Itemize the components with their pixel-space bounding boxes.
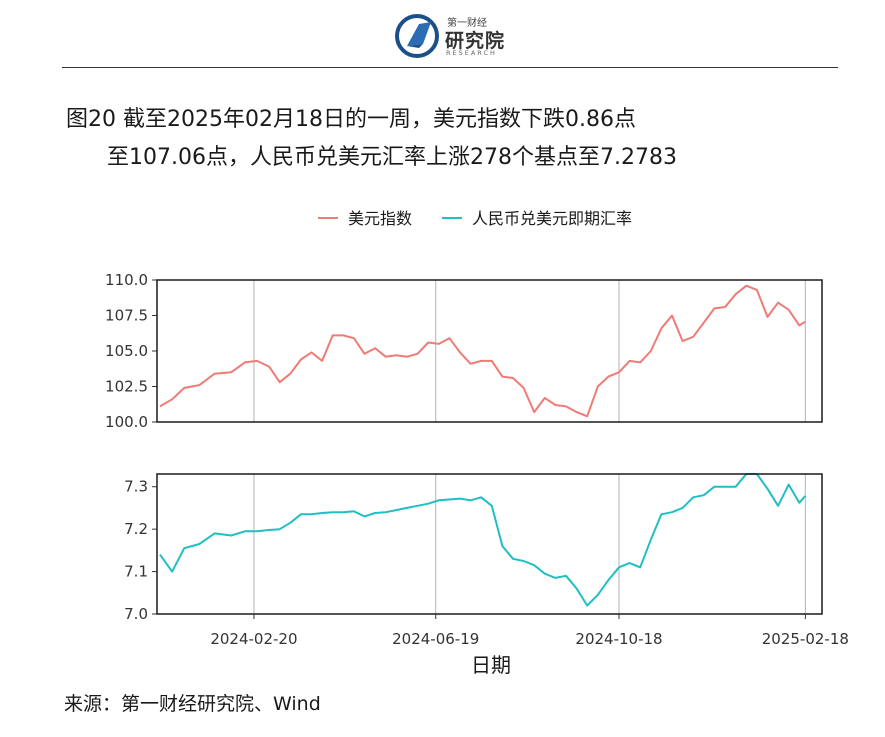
y-tick-label: 7.2: [124, 520, 148, 538]
chart-panel-2: 7.0 7.1 7.2 7.3: [124, 473, 823, 623]
x-axis: 2024-02-20 2024-06-19 2024-10-18 2025-02-18: [210, 614, 849, 648]
report-header: 第一财经 研究院 RESEARCH: [0, 0, 885, 68]
y-tick-label: 110.0: [105, 271, 148, 289]
figure-title-line-2: 至107.06点，人民币兑美元汇率上涨278个基点至7.2783: [107, 145, 677, 170]
y-tick-label: 100.0: [105, 413, 148, 431]
y-tick-label: 107.5: [105, 307, 148, 325]
chart-panel-1: 100.0 102.5 105.0 107.5 110.0: [105, 271, 823, 431]
logo-sub-text: RESEARCH: [446, 49, 497, 57]
logo-small-text: 第一财经: [447, 18, 487, 29]
series-line-cny-rate: [159, 473, 807, 607]
x-tick-label: 2025-02-18: [762, 630, 849, 648]
research-institute-logo: 第一财经 研究院 RESEARCH: [395, 12, 515, 60]
x-tick-label: 2024-10-18: [575, 630, 662, 648]
panel-frame: [156, 473, 823, 615]
x-tick-label: 2024-06-19: [392, 630, 479, 648]
y-tick-label: 105.0: [105, 342, 148, 360]
chart-legend: 美元指数 人民币兑美元即期汇率: [318, 209, 632, 228]
legend-label-cny: 人民币兑美元即期汇率: [472, 209, 632, 228]
logo-main-text: 研究院: [445, 30, 506, 52]
header-divider: [62, 67, 838, 68]
figure-title-line-1: 图20 截至2025年02月18日的一周，美元指数下跌0.86点: [66, 107, 636, 132]
panel-frame: [156, 279, 823, 423]
series-line-usd-index: [159, 284, 806, 418]
y-tick-label: 7.0: [124, 605, 148, 623]
x-tick-label: 2024-02-20: [210, 630, 297, 648]
y-tick-label: 102.5: [105, 378, 148, 396]
x-axis-label: 日期: [471, 653, 511, 677]
source-note: 来源：第一财经研究院、Wind: [64, 693, 321, 715]
y-tick-label: 7.3: [124, 478, 148, 496]
y-tick-label: 7.1: [124, 563, 148, 581]
legend-label-usd: 美元指数: [348, 209, 412, 228]
logo-emblem-icon: [395, 14, 439, 58]
